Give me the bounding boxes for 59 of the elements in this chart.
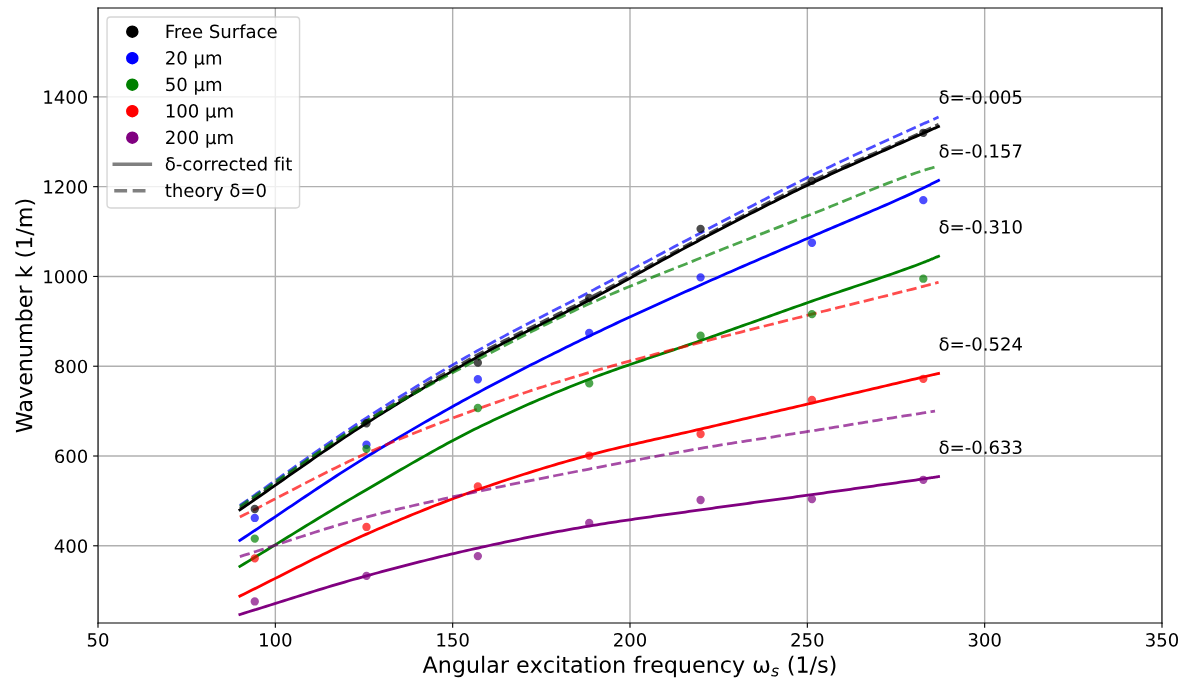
legend-label: 200 µm — [166, 130, 233, 148]
y-tick-label: 1400 — [44, 90, 88, 104]
point — [919, 128, 928, 137]
point — [250, 513, 259, 523]
legend-label: 20 µm — [166, 51, 222, 69]
point — [362, 571, 371, 581]
point — [585, 379, 594, 388]
point — [919, 274, 928, 283]
annotation: δ=-0.005 — [939, 90, 1022, 104]
point — [696, 331, 705, 340]
y-tick-label: 800 — [55, 359, 88, 374]
point — [696, 224, 705, 234]
y-tick-label: 1200 — [44, 180, 88, 194]
legend-label: 100 µm — [166, 104, 233, 122]
point — [362, 444, 371, 453]
annotation: δ=-0.524 — [939, 337, 1022, 351]
point — [585, 328, 594, 338]
x-tick-label: 200 — [614, 633, 647, 647]
point — [250, 597, 259, 606]
point — [807, 494, 817, 504]
annotation: δ=-0.157 — [939, 144, 1022, 158]
point — [585, 293, 594, 303]
legend-label: δ-corrected fit — [165, 156, 292, 171]
point — [362, 419, 371, 428]
legend-label: theory δ=0 — [165, 183, 266, 201]
point — [250, 534, 259, 543]
point — [250, 554, 259, 563]
point — [696, 495, 705, 505]
point — [919, 374, 928, 383]
x-tick-label: 250 — [791, 633, 824, 647]
legend-label: Free Surface — [166, 24, 277, 39]
point — [919, 475, 928, 484]
y-tick-label: 400 — [54, 539, 88, 553]
x-tick-label: 300 — [968, 633, 1001, 647]
point — [250, 504, 259, 514]
point — [473, 358, 483, 367]
annotation: δ=-0.310 — [939, 220, 1022, 234]
point — [807, 176, 817, 185]
x-tick-label: 100 — [260, 633, 292, 647]
point — [362, 522, 371, 532]
point — [585, 451, 594, 460]
point — [473, 551, 483, 561]
y-tick-label: 1000 — [44, 269, 88, 284]
point — [473, 375, 483, 384]
x-tick-label: 150 — [437, 633, 469, 647]
legend-label: 50 µm — [166, 77, 222, 95]
point — [696, 429, 705, 439]
x-tick-label: 50 — [87, 633, 109, 647]
point — [919, 195, 928, 205]
y-tick-label: 600 — [55, 449, 88, 464]
point — [696, 273, 705, 282]
y-axis-title: Wavenumber k (1/m) — [15, 199, 36, 433]
point — [807, 309, 817, 319]
x-axis-title: Angular excitation frequency ω$_{s}$ (1/s) — [422, 655, 836, 678]
point — [473, 482, 483, 491]
point — [807, 238, 817, 247]
x-tick-label: 350 — [1146, 633, 1179, 647]
annotation: δ=-0.633 — [939, 440, 1022, 455]
point — [473, 403, 483, 413]
